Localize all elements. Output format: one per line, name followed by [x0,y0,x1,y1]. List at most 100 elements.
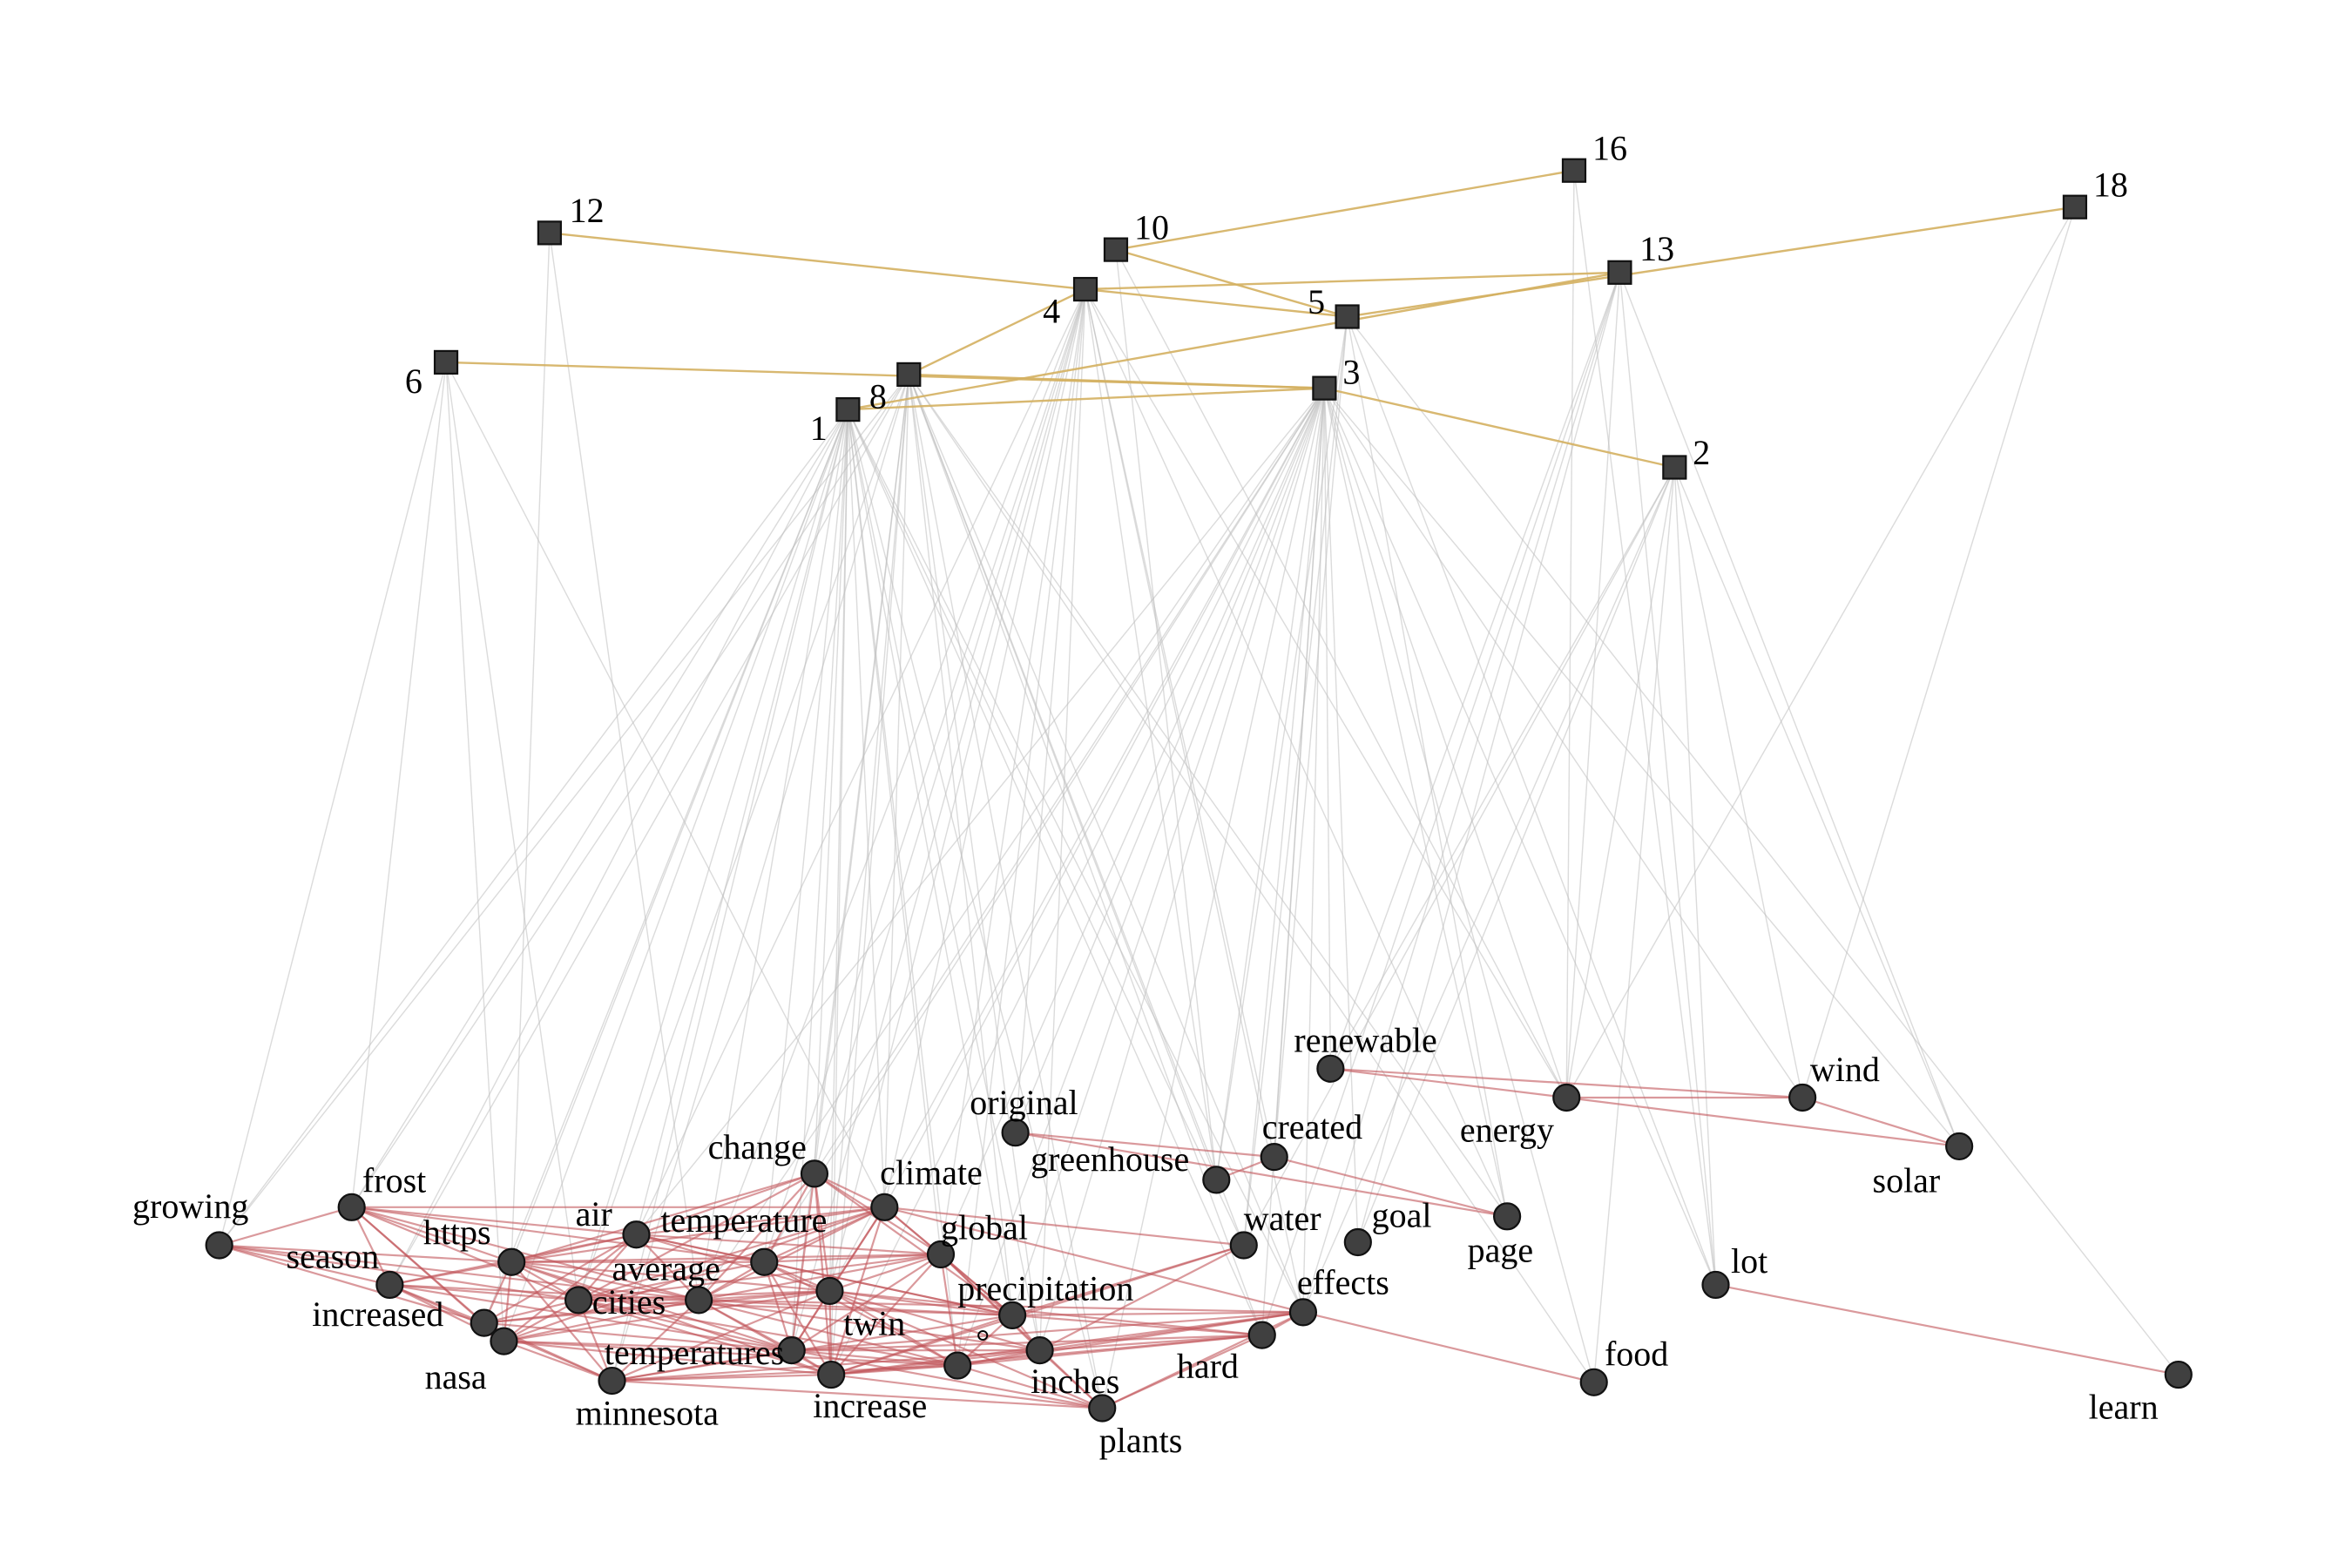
doc-word-edge-d4-global [940,288,1086,1255]
word-node-inches[interactable] [1025,1335,1054,1365]
word-label-created: created [1262,1107,1362,1146]
word-node-solar[interactable] [1945,1132,1974,1161]
word-node-hard[interactable] [1247,1321,1276,1349]
word-node-renewable[interactable] [1316,1054,1345,1083]
word-node-growing[interactable] [205,1231,233,1260]
doc-word-edge-d13-solar [1619,272,1960,1147]
word-label-degree: ° [976,1322,990,1362]
word-edge-frost-temperature [351,1206,765,1263]
doc-word-edge-d3-goal [1323,388,1359,1243]
word-label-hard: hard [1177,1347,1239,1386]
word-node-created[interactable] [1260,1143,1288,1172]
word-node-effects[interactable] [1288,1298,1318,1327]
word-node-https[interactable] [497,1247,526,1276]
word-node-page[interactable] [1492,1202,1522,1231]
doc-word-edge-d8-precipitation [908,374,1013,1315]
word-label-air: air [576,1194,612,1233]
word-label-lot: lot [1731,1241,1767,1281]
word-node-water[interactable] [1229,1231,1258,1260]
word-node-nasa[interactable] [490,1327,518,1355]
doc-word-edge-d13-hard [1261,272,1621,1335]
doc-word-edge-d1-global [847,409,942,1255]
document-label-d4: 4 [1043,291,1060,330]
word-edge-precipitation-effects [1012,1311,1303,1317]
word-edge-growing-season [219,1244,390,1287]
word-node-frost[interactable] [337,1193,366,1221]
document-node-13[interactable] [1607,260,1632,285]
word-edge-air-climate [636,1206,885,1236]
doc-word-edge-d5-page [1346,316,1508,1217]
doc-word-edge-d3-effects [1302,388,1326,1313]
word-edge-average-increase [698,1299,832,1376]
doc-word-edge-d3-wind [1323,388,1803,1098]
word-label-change: change [708,1127,807,1166]
word-node-season[interactable] [375,1270,404,1300]
word-node-original[interactable] [1001,1119,1030,1147]
word-node-air[interactable] [622,1220,651,1249]
doc-word-edge-d3-solar [1323,388,1960,1147]
word-node-twin[interactable] [815,1276,844,1306]
word-edge-twin-degree [828,1289,958,1367]
doc-word-edge-d8-effects [908,374,1304,1313]
word-node-plants[interactable] [1088,1394,1117,1423]
doc-word-edge-d3-inches [1038,388,1326,1351]
word-node-global[interactable] [926,1240,956,1269]
word-edge-cities-global [578,1253,942,1301]
document-node-3[interactable] [1312,375,1337,401]
document-node-6[interactable] [433,349,459,375]
word-edge-climate-water [884,1206,1244,1247]
doc-word-edge-d8-food [908,374,1595,1383]
word-node-goal[interactable] [1343,1227,1372,1257]
word-node-energy[interactable] [1552,1083,1581,1112]
word-node-precipitation[interactable] [998,1301,1027,1330]
word-node-greenhouse[interactable] [1202,1166,1231,1194]
word-node-food[interactable] [1579,1368,1608,1396]
word-label-increased: increased [312,1294,443,1334]
word-node-degree[interactable] [943,1351,972,1380]
word-edge-frost-season [350,1206,391,1286]
doc-word-edge-d3-average [698,388,1325,1301]
document-node-1[interactable] [835,396,861,422]
word-node-temperatures[interactable] [777,1335,806,1365]
document-node-18[interactable] [2062,194,2088,220]
doc-word-edge-d4-twin [828,288,1086,1292]
word-node-increased[interactable] [470,1308,498,1337]
document-node-5[interactable] [1335,304,1360,329]
word-node-increase[interactable] [817,1360,846,1389]
word-node-change[interactable] [800,1159,829,1188]
word-node-lot[interactable] [1701,1270,1730,1300]
document-node-10[interactable] [1103,237,1129,262]
word-node-climate[interactable] [870,1193,899,1221]
doc-word-edge-d8-change [814,374,909,1174]
doc-word-edge-d1-average [698,409,849,1301]
doc-word-edge-d2-solar [1673,467,1960,1147]
doc-word-edge-d18-wind [1801,206,2076,1098]
doc-word-edge-d13-goal [1357,272,1621,1243]
document-node-12[interactable] [537,220,562,246]
doc-word-edge-d3-food [1323,388,1595,1382]
word-node-average[interactable] [685,1286,713,1315]
word-node-wind[interactable] [1788,1083,1817,1112]
word-node-minnesota[interactable] [598,1366,626,1396]
doc-word-edge-d2-water [1243,467,1675,1246]
document-node-2[interactable] [1662,455,1687,480]
document-node-4[interactable] [1072,276,1098,302]
word-label-water: water [1244,1199,1321,1238]
document-word-edges [218,170,2180,1409]
doc-word-edge-d4-temperatures [791,288,1086,1351]
doc-word-edge-d5-lot [1346,316,1717,1286]
doc-word-edge-d1-inches [847,409,1041,1351]
word-label-page: page [1468,1231,1534,1270]
document-node-8[interactable] [896,362,922,388]
document-node-16[interactable] [1561,158,1587,183]
word-edge-nasa-temperatures [504,1340,792,1352]
doc-word-edge-d18-energy [1565,206,2076,1098]
word-label-solar: solar [1873,1160,1941,1200]
word-node-temperature[interactable] [750,1247,779,1276]
word-label-inches: inches [1031,1362,1119,1401]
word-node-cities[interactable] [564,1286,593,1315]
doc-word-edge-d3-twin [828,388,1326,1292]
doc-word-edge-d1-season [389,409,849,1286]
word-node-learn[interactable] [2164,1360,2193,1389]
